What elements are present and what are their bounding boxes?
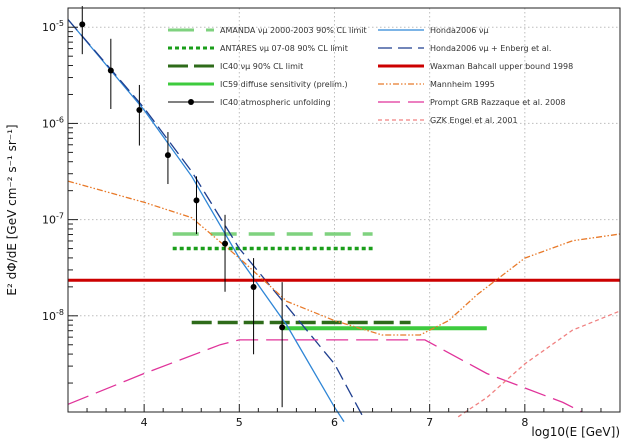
legend-label: Mannheim 1995 bbox=[430, 80, 495, 89]
data-point bbox=[222, 241, 228, 247]
legend-label: IC40 atmospheric unfolding bbox=[220, 98, 331, 107]
y-axis-title: E² dΦ/dE [GeV cm⁻² s⁻¹ sr⁻¹] bbox=[5, 124, 19, 295]
data-point bbox=[193, 197, 199, 203]
x-tick-label: 5 bbox=[236, 416, 243, 429]
legend-label: Honda2006 νμ bbox=[430, 26, 488, 35]
legend-label: IC59 diffuse sensitivity (prelim.) bbox=[220, 80, 348, 89]
data-point bbox=[279, 324, 285, 330]
legend-label: ANTARES νμ 07-08 90% CL limit bbox=[220, 44, 348, 53]
data-point bbox=[108, 68, 114, 74]
x-tick-label: 6 bbox=[331, 416, 338, 429]
legend-label: Honda2006 νμ + Enberg et al. bbox=[430, 44, 551, 53]
legend-label: Waxman Bahcall upper bound 1998 bbox=[430, 62, 573, 71]
data-point bbox=[79, 21, 85, 27]
legend-label: IC40 νμ 90% CL limit bbox=[220, 62, 303, 71]
x-tick-label: 7 bbox=[426, 416, 433, 429]
legend-label: GZK Engel et al. 2001 bbox=[430, 116, 518, 125]
data-point bbox=[251, 284, 257, 290]
x-tick-label: 4 bbox=[141, 416, 148, 429]
data-point bbox=[136, 107, 142, 113]
x-tick-label: 8 bbox=[521, 416, 528, 429]
legend-marker bbox=[188, 99, 194, 105]
x-axis-title: log10(E [GeV]) bbox=[531, 425, 620, 439]
legend-label: Prompt GRB Razzaque et al. 2008 bbox=[430, 98, 565, 107]
data-point bbox=[165, 152, 171, 158]
legend-label: AMANDA νμ 2000-2003 90% CL limit bbox=[220, 26, 367, 35]
